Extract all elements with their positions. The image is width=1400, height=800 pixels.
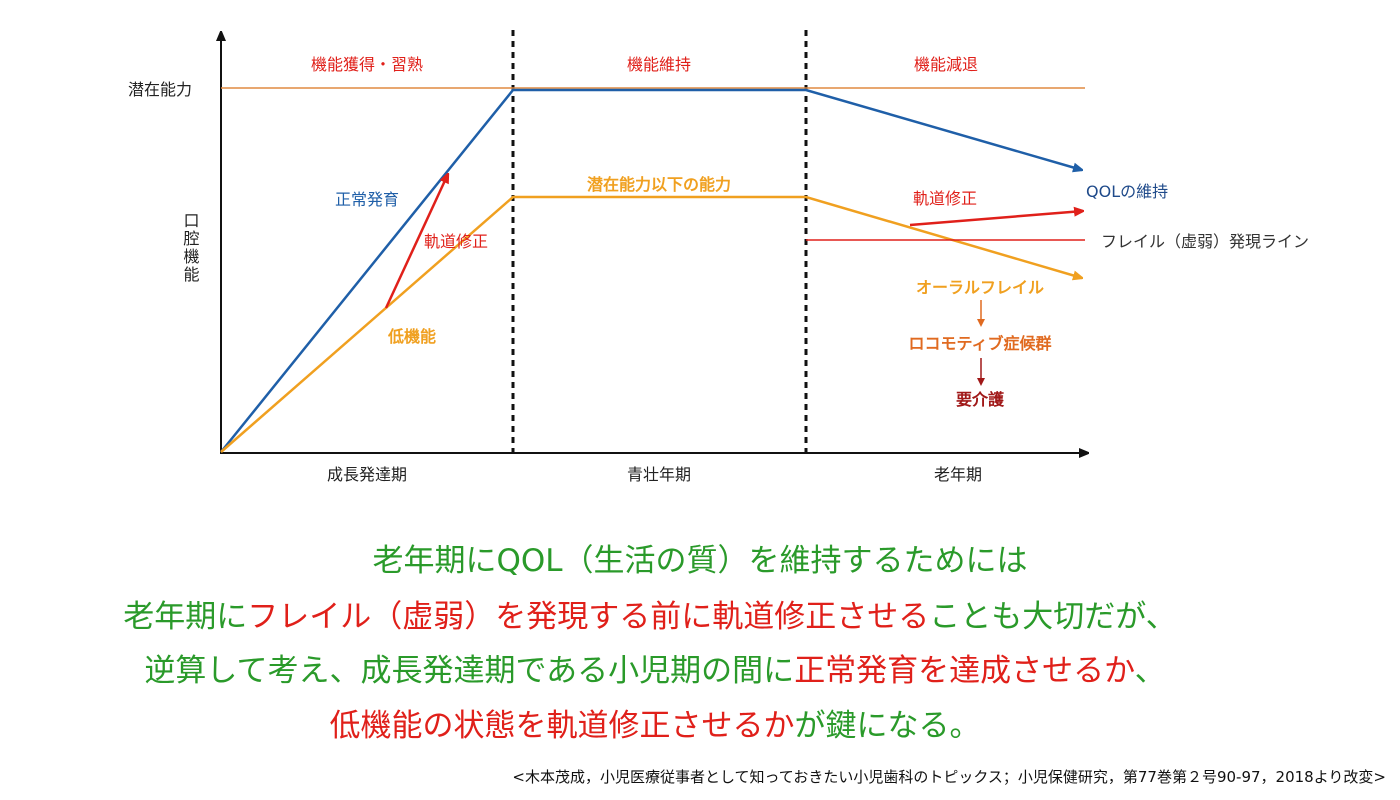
message-highlight: 低機能の状態を軌道修正させるか bbox=[329, 708, 795, 744]
frailty-line-label: フレイル（虚弱）発現ライン bbox=[1101, 232, 1309, 251]
citation: <木本茂成，小児医療従事者として知っておきたい小児歯科のトピックス；小児保健研究… bbox=[512, 768, 1386, 786]
below-potential-label: 潜在能力以下の能力 bbox=[587, 175, 731, 194]
course-correction-arrow-elderly bbox=[909, 211, 1083, 227]
course-correction-label: 軌道修正 bbox=[424, 232, 488, 251]
potential-label: 潜在能力 bbox=[128, 80, 192, 99]
normal-development-line bbox=[220, 88, 1082, 453]
message-text: 、 bbox=[1134, 653, 1166, 689]
message-text: ことも大切だが、 bbox=[929, 599, 1177, 635]
phase-label: 機能獲得・習熟 bbox=[311, 55, 423, 74]
oral-frailty-label: オーラルフレイル bbox=[916, 278, 1044, 297]
message-text: が鍵になる。 bbox=[794, 708, 981, 744]
oral-function-diagram: 潜在能力 機能獲得・習熟 機能維持 機能減退 成長発達期 青壮年期 老年期 正常… bbox=[128, 30, 1309, 484]
locomotive-label: ロコモティブ症候群 bbox=[908, 334, 1051, 353]
course-correction-label: 軌道修正 bbox=[913, 189, 977, 208]
phase-label: 機能減退 bbox=[914, 55, 978, 74]
low-function-line bbox=[220, 195, 1082, 453]
period-label: 成長発達期 bbox=[327, 465, 407, 484]
period-label: 青壮年期 bbox=[627, 465, 691, 484]
care-needed-label: 要介護 bbox=[956, 390, 1005, 409]
message-highlight: 正常発育を達成させるか bbox=[794, 653, 1135, 689]
message-line-3: 逆算して考え、成長発達期である小児期の間に正常発育を達成させるか、 bbox=[0, 645, 1355, 690]
qol-label: QOLの維持 bbox=[1086, 182, 1168, 201]
period-label: 老年期 bbox=[934, 465, 982, 484]
message-text: 逆算して考え、成長発達期である小児期の間に bbox=[144, 653, 795, 689]
message-line-2: 老年期にフレイル（虚弱）を発現する前に軌道修正させることも大切だが、 bbox=[0, 591, 1350, 636]
y-axis-label: 口腔機能 bbox=[181, 212, 200, 284]
message-highlight: フレイル（虚弱）を発現する前に軌道修正させる bbox=[247, 599, 930, 635]
message-line-1: 老年期にQOL（生活の質）を維持するためには bbox=[0, 535, 1400, 580]
normal-development-label: 正常発育 bbox=[335, 190, 399, 209]
message-text: 老年期に bbox=[123, 599, 248, 635]
course-correction-arrow-child bbox=[384, 174, 448, 309]
phase-label: 機能維持 bbox=[627, 55, 691, 74]
message-line-4: 低機能の状態を軌道修正させるかが鍵になる。 bbox=[0, 700, 1355, 745]
message-text: 老年期にQOL（生活の質）を維持するためには bbox=[372, 543, 1028, 579]
low-function-label: 低機能 bbox=[387, 327, 436, 346]
